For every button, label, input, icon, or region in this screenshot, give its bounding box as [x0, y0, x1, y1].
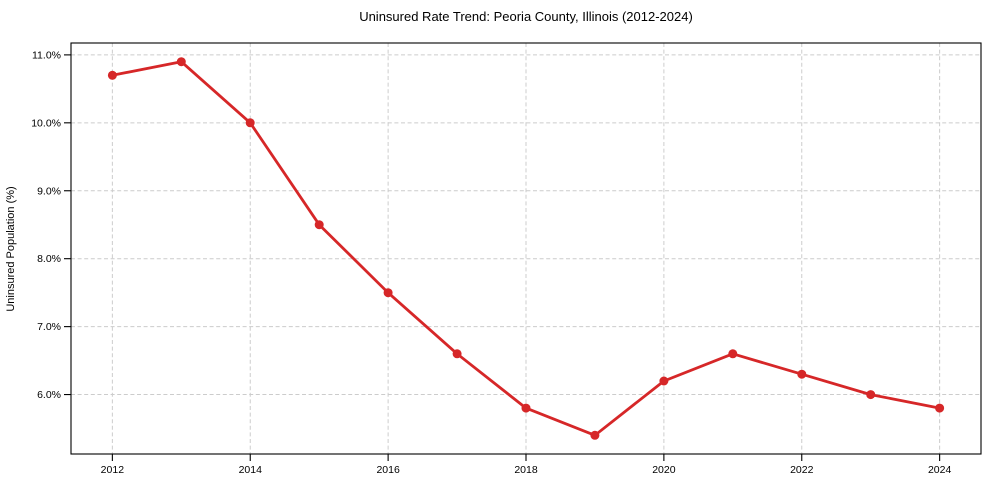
y-tick-label: 11.0% [32, 49, 61, 61]
data-point [935, 403, 945, 413]
y-axis-label: Uninsured Population (%) [5, 186, 17, 311]
x-tick-label: 2022 [790, 464, 814, 476]
x-tick-label: 2012 [101, 464, 125, 476]
x-tick-label: 2024 [928, 464, 952, 476]
x-tick-label: 2018 [514, 464, 538, 476]
x-tick-label: 2016 [376, 464, 400, 476]
x-tick-label: 2014 [239, 464, 263, 476]
data-point [728, 349, 738, 359]
data-point [866, 390, 876, 400]
data-point [797, 369, 807, 379]
chart-title: Uninsured Rate Trend: Peoria County, Ill… [359, 9, 693, 24]
y-tick-label: 9.0% [37, 185, 61, 197]
data-point [521, 403, 531, 413]
tick-layer [64, 54, 941, 461]
y-tick-label: 7.0% [37, 321, 61, 333]
tick-label-layer: 6.0% 7.0% 8.0% 9.0% 10.0% 11.0% 2012 2014 2016 20… [31, 49, 951, 476]
data-point [245, 118, 255, 128]
series-layer [107, 57, 945, 440]
y-tick-label: 10.0% [31, 117, 61, 129]
y-tick-label: 8.0% [37, 253, 61, 265]
x-tick-label: 2020 [652, 464, 676, 476]
y-tick-label: 6.0% [37, 389, 61, 401]
plot-frame [70, 42, 982, 455]
data-point [383, 288, 393, 298]
grid-layer [71, 43, 981, 454]
data-point [590, 430, 600, 440]
data-point [176, 57, 186, 67]
data-point [107, 70, 117, 80]
data-point [452, 349, 462, 359]
data-point [314, 220, 324, 230]
data-point [659, 376, 669, 386]
